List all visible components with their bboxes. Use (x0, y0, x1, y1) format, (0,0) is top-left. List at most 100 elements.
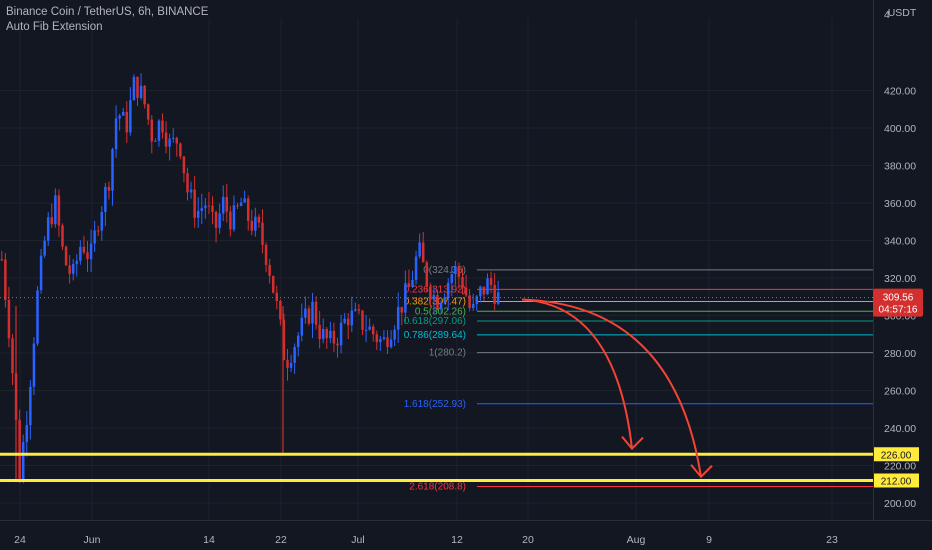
candle-body (96, 230, 100, 232)
candle-body (64, 246, 68, 266)
candle-body (304, 308, 307, 318)
candle-body (364, 329, 368, 331)
candle-body (7, 299, 11, 339)
candle-body (468, 295, 471, 309)
support-lines-layer[interactable]: 226.00 212.00 (0, 447, 919, 488)
candle-body (143, 85, 146, 105)
candle-body (196, 210, 200, 218)
candle-body (357, 309, 361, 311)
candle-body (329, 330, 332, 339)
candle-body (71, 263, 75, 274)
candle-body (386, 337, 389, 348)
candle-body (461, 277, 464, 288)
candle-body (246, 198, 250, 221)
candle-body (425, 262, 429, 287)
candle-body (129, 100, 132, 133)
candle-body (354, 309, 357, 311)
candle-body (46, 217, 50, 241)
candle-body (404, 283, 407, 313)
candle-body (368, 326, 371, 330)
candle-body (39, 255, 43, 291)
candle-body (379, 339, 382, 343)
fib-level-label: 0.382(307.47) (404, 296, 466, 307)
projection-arrow[interactable] (521, 298, 702, 477)
currency-label[interactable]: USDT (888, 7, 917, 19)
candle-body (375, 334, 379, 343)
candle-body (18, 419, 21, 481)
fib-level-label: 1(280.2) (429, 348, 466, 359)
candle-body (325, 329, 329, 339)
candle-body (432, 294, 436, 300)
candle-body (382, 337, 386, 340)
candle-body (175, 137, 179, 144)
candle-body (100, 211, 104, 231)
candle-body (268, 264, 271, 276)
partial-top-tick: 4 (884, 9, 890, 21)
candle-body (446, 282, 450, 299)
candle-body (107, 186, 111, 191)
candle-body (182, 156, 186, 174)
candle-body (254, 216, 257, 231)
time-tick-label: Jul (351, 534, 364, 546)
candle-body (0, 259, 4, 261)
time-tick-label: 12 (451, 534, 463, 546)
candle-body (496, 292, 500, 304)
candle-body (296, 335, 300, 348)
candle-body (339, 322, 343, 346)
time-tick-label: Aug (627, 534, 646, 546)
candle-layer (0, 73, 500, 484)
support-price-badge[interactable] (873, 473, 919, 488)
indicator-name[interactable]: Auto Fib Extension (6, 21, 103, 33)
candle-body (286, 359, 289, 368)
time-tick-label: 14 (203, 534, 215, 546)
projection-arrows-layer[interactable] (521, 298, 713, 479)
support-price-badge[interactable] (873, 447, 919, 462)
candle-body (82, 246, 86, 253)
candle-body (457, 266, 461, 278)
candle-body (225, 197, 229, 212)
candle-body (321, 329, 325, 340)
candle-body (221, 197, 225, 214)
candle-body (439, 302, 443, 310)
candle-body (475, 296, 479, 305)
time-axis-layer[interactable]: 24 Jun 14 22 Jul 12 20 Aug 9 23 (0, 520, 932, 550)
arrow-head (690, 464, 713, 479)
candle-body (186, 173, 189, 193)
symbol-title[interactable]: Binance Coin / TetherUS, 6h, BINANCE (6, 6, 209, 18)
candle-body (336, 343, 339, 346)
candle-body (179, 143, 182, 157)
support-price-label: 226.00 (881, 450, 912, 461)
candle-body (293, 347, 296, 363)
candle-body (289, 362, 293, 368)
grid-layer (0, 18, 873, 541)
candle-body (75, 260, 79, 264)
candle-body (4, 259, 7, 300)
candle-body (311, 301, 314, 324)
candle-body (161, 120, 164, 133)
candle-body (407, 283, 411, 287)
candle-body (154, 140, 157, 142)
candle-body (279, 300, 282, 320)
chart-header: Binance Coin / TetherUS, 6h, BINANCE Aut… (6, 5, 208, 35)
candle-body (479, 286, 482, 297)
fib-level-label: 1.618(252.93) (404, 399, 466, 410)
candle-body (436, 294, 439, 310)
candle-body (489, 278, 493, 285)
candle-body (232, 205, 236, 230)
candle-body (214, 211, 218, 228)
candle-body (132, 76, 136, 101)
time-tick-label: 23 (826, 534, 838, 546)
last-price-badge[interactable] (873, 288, 923, 317)
candle-body (189, 189, 193, 193)
candle-body (264, 244, 268, 265)
candle-body (236, 205, 239, 207)
candle-body (125, 111, 129, 133)
candle-body (150, 119, 154, 142)
candle-body (486, 278, 489, 295)
candle-body (271, 275, 275, 293)
projection-arrow[interactable] (521, 298, 633, 449)
price-tick-label: 200.00 (884, 498, 916, 510)
